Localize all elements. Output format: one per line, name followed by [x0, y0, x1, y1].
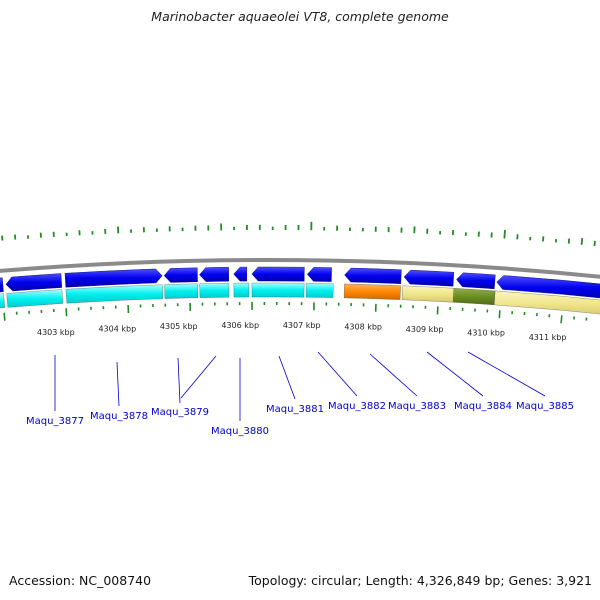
scale-label: 4303 kbp	[37, 328, 75, 337]
gc-tick	[580, 237, 584, 245]
forward-gene-arrow	[64, 268, 163, 288]
callout-line	[116, 361, 120, 407]
map-title: Marinobacter aquaeolei VT8, complete gen…	[151, 9, 449, 24]
ruler-tick	[498, 310, 501, 319]
scale-label: 4307 kbp	[283, 321, 321, 330]
callout-line	[317, 351, 358, 397]
feature-block	[305, 283, 334, 298]
callout-line	[369, 353, 418, 397]
feature-block	[199, 283, 230, 298]
gene-label-maqu_3883[interactable]: Maqu_3883	[388, 401, 446, 412]
forward-gene-arrow	[456, 272, 496, 290]
gc-tick	[503, 229, 506, 239]
gc-content-track	[1, 221, 596, 247]
accession-label: Accession: NC_008740	[9, 573, 152, 588]
scale-label: 4304 kbp	[98, 325, 136, 334]
gene-label-maqu_3879[interactable]: Maqu_3879	[151, 407, 209, 418]
forward-gene-arrow	[403, 269, 455, 287]
second-feature-track	[0, 282, 600, 315]
scale-label: 4309 kbp	[406, 325, 444, 334]
scale-label: 4310 kbp	[467, 328, 505, 337]
ruler-tick	[3, 312, 6, 321]
forward-gene-arrow	[251, 266, 305, 282]
gene-label-maqu_3881[interactable]: Maqu_3881	[266, 404, 324, 415]
gene-label-maqu_3884[interactable]: Maqu_3884	[454, 401, 512, 412]
gene-label-maqu_3880[interactable]: Maqu_3880	[211, 426, 269, 437]
feature-block	[0, 293, 5, 309]
forward-gene-arrow	[163, 267, 198, 283]
gene-label-maqu_3877[interactable]: Maqu_3877	[26, 416, 84, 427]
scale-label: 4308 kbp	[344, 322, 382, 331]
feature-block	[401, 285, 455, 303]
callout-line	[177, 357, 181, 404]
genome-summary: Topology: circular; Length: 4,326,849 bp…	[248, 573, 592, 588]
forward-gene-arrow	[233, 266, 248, 282]
scale-label: 4311 kbp	[529, 333, 567, 342]
gene-label-maqu_3885[interactable]: Maqu_3885	[516, 401, 574, 412]
feature-block	[494, 290, 600, 315]
scale-ruler: 4303 kbp 4304 kbp 4305 kbp 4306 kbp 4307 kbp…	[3, 302, 588, 342]
forward-gene-arrow	[5, 273, 63, 292]
callout-line	[467, 351, 546, 397]
feature-block	[343, 283, 401, 300]
feature-block	[251, 282, 305, 298]
forward-gene-arrow	[496, 275, 600, 299]
callout-line	[180, 355, 217, 399]
scale-label: 4306 kbp	[221, 321, 259, 330]
forward-gene-arrow	[307, 267, 332, 282]
forward-strand-track	[0, 266, 600, 299]
feature-block	[453, 288, 496, 306]
gc-tick	[593, 240, 596, 247]
feature-block	[6, 289, 63, 308]
ruler-tick	[560, 315, 563, 324]
feature-block	[164, 283, 199, 299]
genome-backbone	[0, 258, 600, 279]
forward-gene-arrow	[199, 267, 229, 282]
gene-label-maqu_3878[interactable]: Maqu_3878	[90, 411, 148, 422]
forward-gene-arrow	[344, 267, 402, 284]
feature-block	[65, 284, 164, 304]
callout-line	[426, 351, 484, 397]
scale-label: 4305 kbp	[160, 322, 198, 331]
forward-gene-arrow	[0, 277, 4, 293]
feature-block	[233, 282, 250, 298]
callout-line	[278, 355, 296, 400]
gene-label-maqu_3882[interactable]: Maqu_3882	[328, 401, 386, 412]
